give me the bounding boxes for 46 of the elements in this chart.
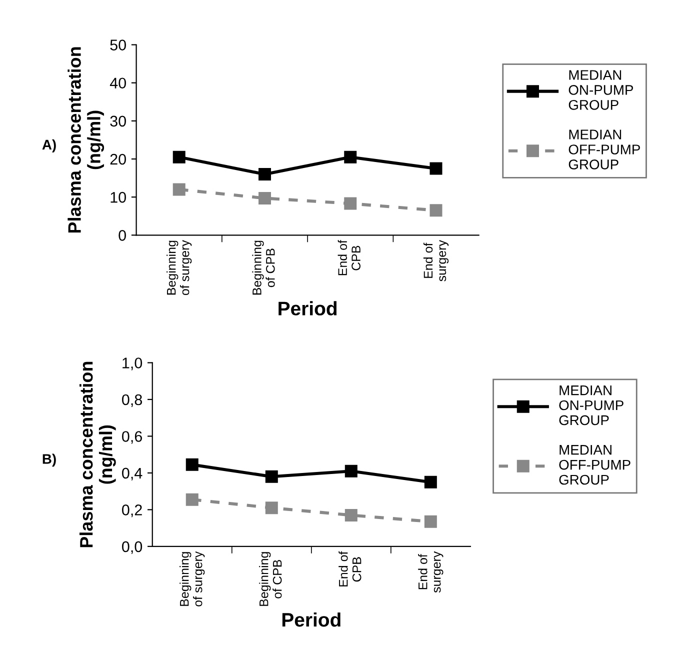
x-axis-title: Period xyxy=(278,301,337,316)
x-tick-label: Beginning of CPB xyxy=(252,240,275,295)
y-tick-label: 0,4 xyxy=(122,468,142,480)
point xyxy=(344,197,357,210)
point xyxy=(265,470,278,483)
point xyxy=(424,515,437,528)
point xyxy=(186,458,198,471)
text: B) xyxy=(42,454,56,467)
point xyxy=(186,493,198,506)
x-tick-label: Beginning of surgery xyxy=(166,240,192,296)
x-tick-label: End of CPB xyxy=(338,551,362,586)
x-tick-label: End of surgery xyxy=(423,240,449,282)
point xyxy=(258,192,271,204)
y-tick-label: 1,0 xyxy=(122,358,142,370)
x-axis-title: Period xyxy=(282,612,340,627)
x-tick-label: End of CPB xyxy=(338,240,360,276)
y-tick-label: 50 xyxy=(110,40,126,50)
y-tick-label: 10 xyxy=(110,192,126,203)
x-tick-label: Beginning of CPB xyxy=(259,552,282,606)
y-tick-label: 0 xyxy=(118,230,126,241)
legend-label: MEDIAN OFF-PUMP GROUP xyxy=(568,130,640,170)
y-tick-label: 0,2 xyxy=(122,504,142,518)
y-tick-label: 0,8 xyxy=(122,394,142,407)
text: A) xyxy=(42,139,56,152)
y-tick-label: 30 xyxy=(110,116,126,127)
y-tick-label: 20 xyxy=(110,154,126,165)
point xyxy=(430,204,442,217)
y-tick-label: 0,6 xyxy=(122,431,142,444)
point xyxy=(424,476,437,488)
legend-label: MEDIAN ON-PUMP GROUP xyxy=(559,386,624,426)
point xyxy=(265,502,278,514)
point xyxy=(258,168,271,180)
point xyxy=(344,150,357,164)
point xyxy=(430,162,442,175)
y-axis-title: Plasma concentration (ng/ml) xyxy=(68,47,104,233)
point xyxy=(344,508,358,522)
point xyxy=(172,183,186,196)
y-axis-title: Plasma concentration (ng/ml) xyxy=(80,362,116,548)
point xyxy=(344,464,358,478)
point xyxy=(172,150,186,164)
y-tick-label: 40 xyxy=(110,78,126,89)
legend-label: MEDIAN OFF-PUMP GROUP xyxy=(559,445,630,485)
x-tick-label: Beginning of surgery xyxy=(180,551,205,606)
x-tick-label: End of surgery xyxy=(418,551,444,593)
legend-label: MEDIAN ON-PUMP GROUP xyxy=(568,70,634,110)
y-tick-label: 0,0 xyxy=(122,541,142,554)
